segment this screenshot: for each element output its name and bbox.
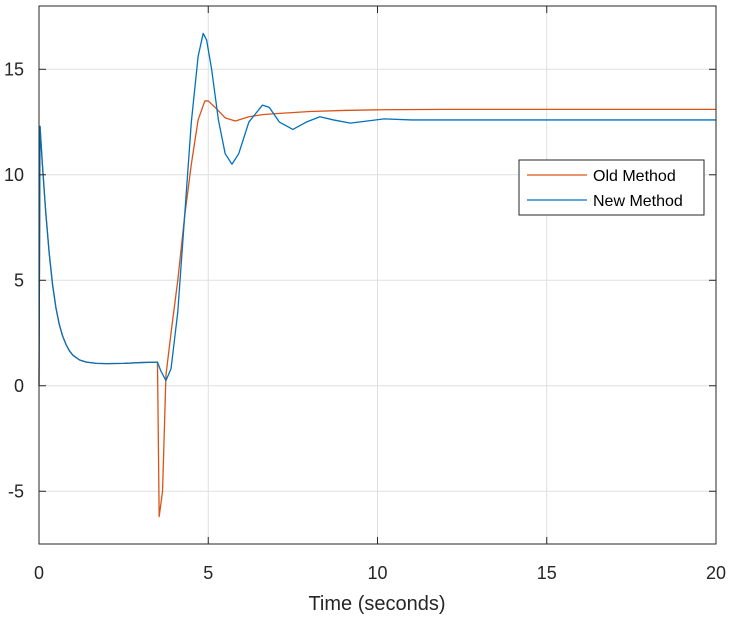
- x-tick-label: 15: [537, 563, 557, 583]
- series-line-new-method: [38, 32, 716, 386]
- x-tick-label: 20: [706, 563, 726, 583]
- ticks: [38, 6, 717, 544]
- grid: [38, 6, 717, 544]
- series-layer: [38, 32, 716, 518]
- y-tick-label: -5: [8, 481, 24, 501]
- x-axis-label: Time (seconds): [308, 593, 445, 615]
- legend-box: [518, 159, 705, 216]
- y-tick-label: 10: [4, 165, 24, 185]
- legend-label-new-method: New Method: [593, 193, 683, 210]
- y-tick-label: 0: [14, 376, 24, 396]
- x-tick-label: 5: [203, 563, 213, 583]
- legend: Old Method New Method: [518, 159, 705, 216]
- y-tick-label: 5: [14, 270, 24, 290]
- x-tick-label: 10: [367, 563, 387, 583]
- tick-labels: 0 5 10 15 20 -5 0 5 10 15: [4, 59, 726, 583]
- legend-label-old-method: Old Method: [593, 168, 676, 185]
- x-tick-label: 0: [34, 563, 44, 583]
- y-tick-label: 15: [4, 59, 24, 79]
